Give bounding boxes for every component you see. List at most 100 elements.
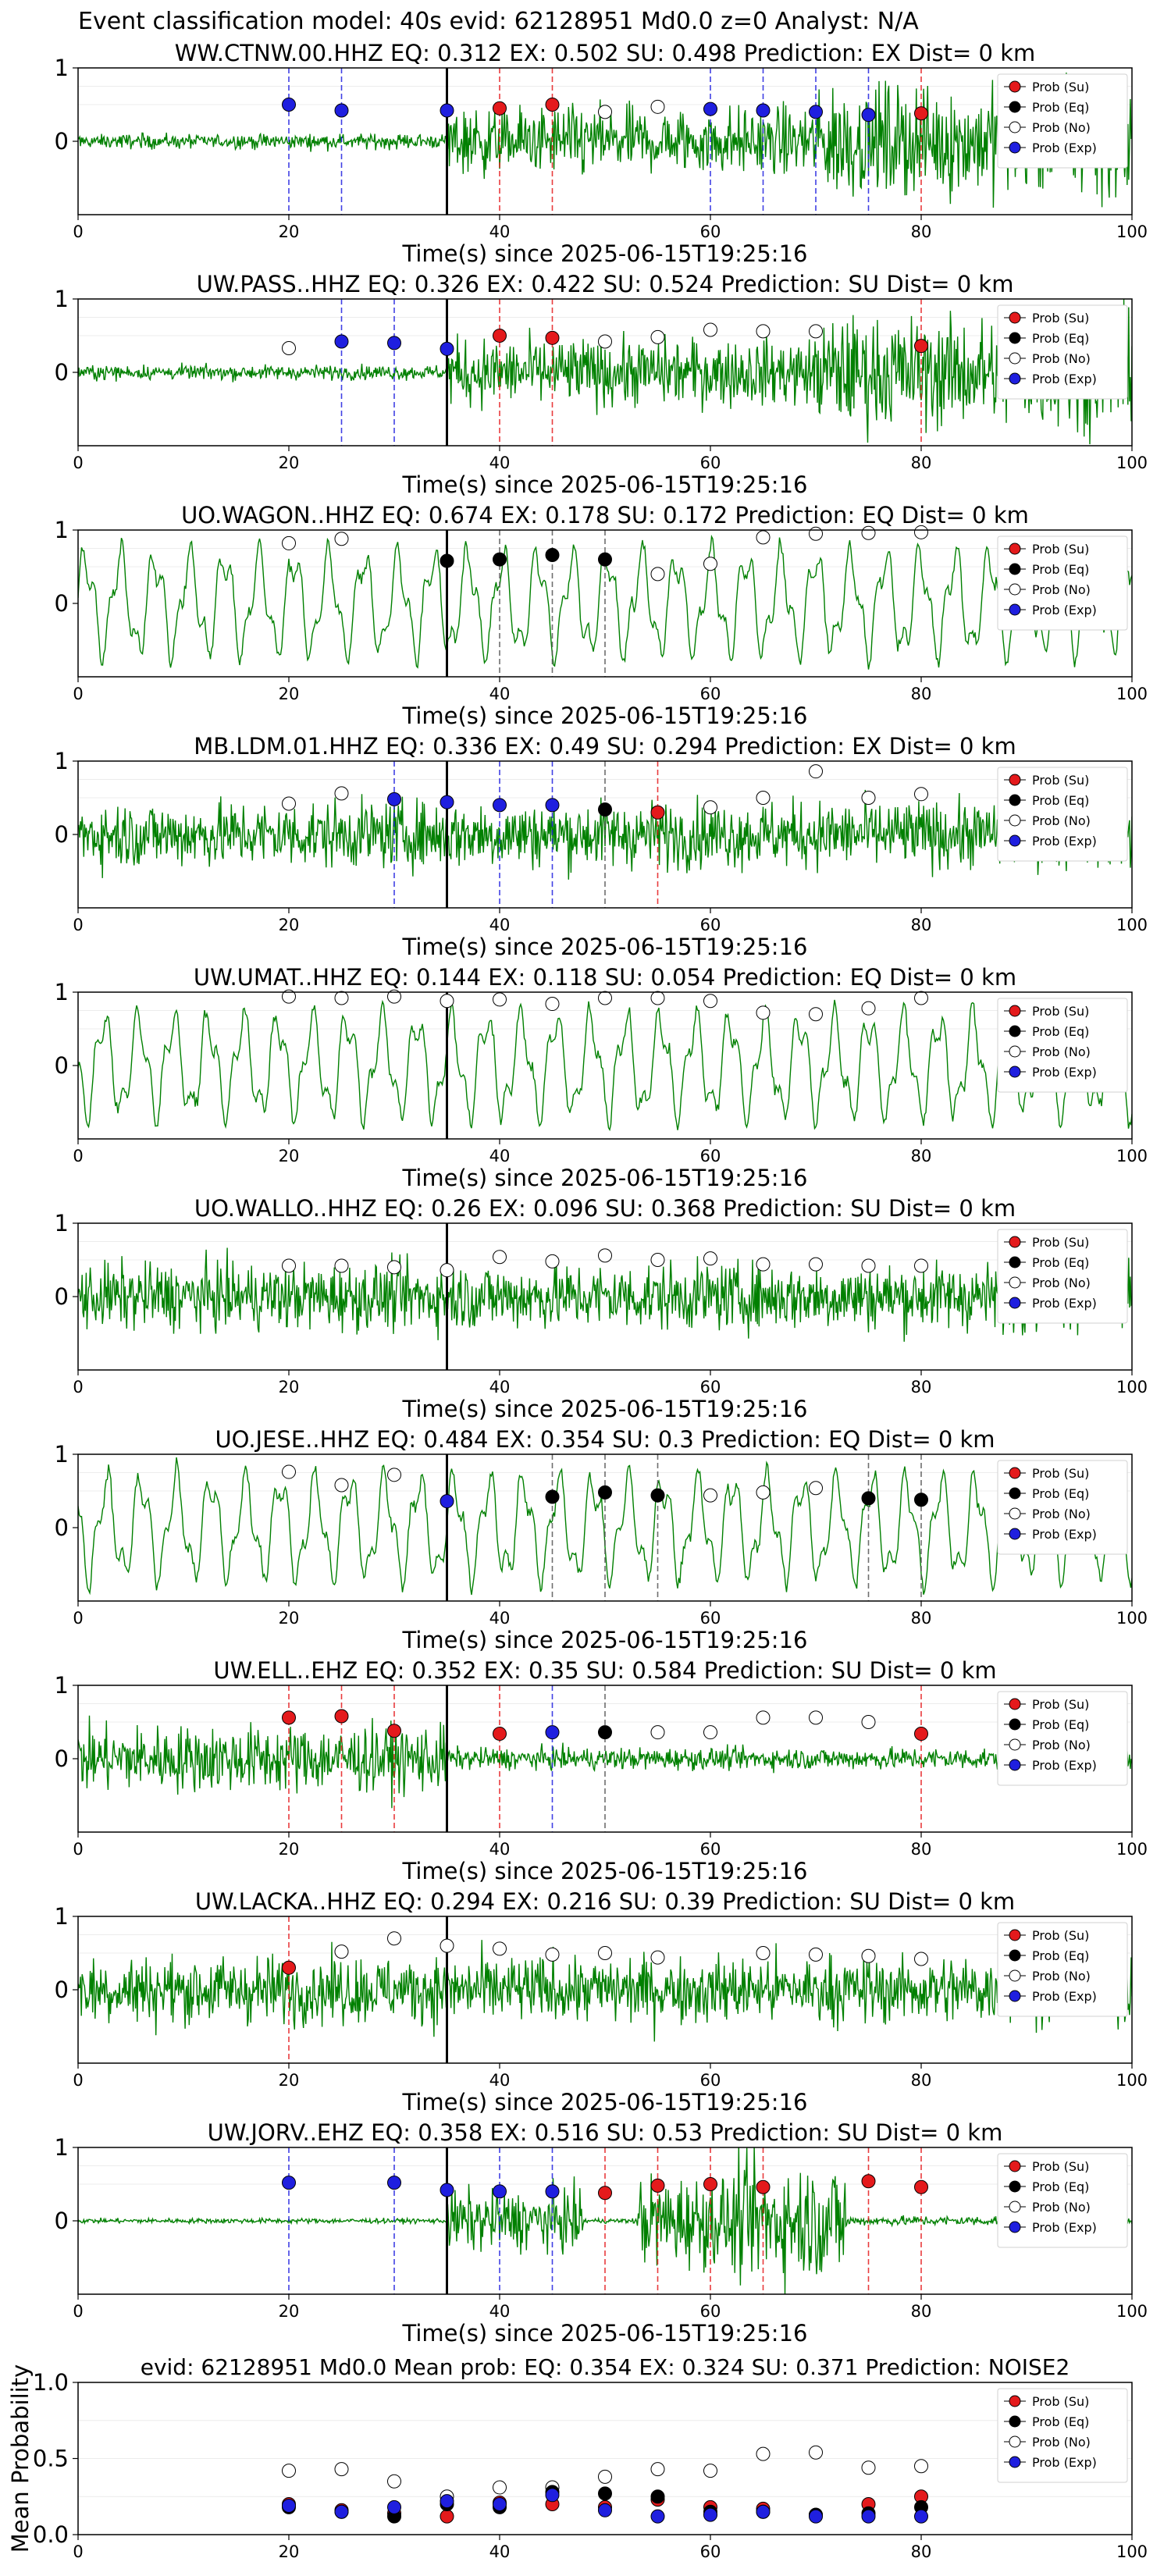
prob-point-su — [650, 2178, 665, 2193]
prob-point-no — [493, 1941, 507, 1956]
prob-point-no — [282, 1258, 296, 1273]
prob-point-su — [282, 1710, 296, 1725]
mean-prob-point-exp — [334, 2504, 349, 2519]
legend-marker — [1009, 311, 1021, 324]
y-tick-label: 1 — [55, 2134, 69, 2161]
prob-point-no — [387, 1931, 401, 1946]
mean-prob-point-su — [440, 2509, 454, 2524]
legend-label: Prob (Su) — [1032, 1235, 1089, 1250]
x-tick-label: 40 — [489, 222, 511, 241]
mean-prob-point-no — [650, 2462, 665, 2477]
x-tick-label: 40 — [489, 1840, 511, 1859]
prob-point-no — [387, 1468, 401, 1482]
y-tick-label: 1 — [55, 286, 69, 312]
x-axis-label: Time(s) since 2025-06-15T19:25:16 — [402, 703, 808, 729]
prob-point-no — [703, 1725, 717, 1740]
prob-point-exp — [282, 98, 296, 112]
x-tick-label: 100 — [1116, 2542, 1148, 2561]
legend-label: Prob (Eq) — [1032, 100, 1089, 115]
legend-label: Prob (No) — [1032, 120, 1091, 135]
legend-label: Prob (No) — [1032, 1044, 1091, 1059]
legend-marker — [1009, 101, 1021, 113]
y-tick-label: 1 — [55, 1441, 69, 1468]
x-tick-label: 100 — [1116, 454, 1148, 472]
legend-label: Prob (Su) — [1032, 773, 1089, 788]
x-tick-label: 80 — [911, 685, 932, 703]
legend-marker — [1009, 1025, 1021, 1037]
mean-prob-point-exp — [703, 2507, 717, 2522]
legend-label: Prob (Su) — [1032, 311, 1089, 326]
x-tick-label: 60 — [700, 685, 721, 703]
prob-point-exp — [545, 2184, 560, 2199]
prob-point-exp — [861, 108, 876, 123]
x-tick-label: 80 — [911, 2542, 932, 2561]
prob-point-no — [282, 989, 296, 1004]
prob-point-no — [282, 796, 296, 811]
y-tick-label: 1 — [55, 1672, 69, 1699]
prob-point-su — [282, 1960, 296, 1975]
x-tick-label: 100 — [1116, 2071, 1148, 2090]
x-tick-label: 80 — [911, 1147, 932, 1165]
x-tick-label: 40 — [489, 916, 511, 934]
mean-prob-point-exp — [440, 2494, 454, 2509]
prob-point-no — [703, 1488, 717, 1503]
legend-label: Prob (Eq) — [1032, 793, 1089, 808]
legend-marker — [1009, 141, 1021, 154]
mean-prob-point-no — [282, 2464, 296, 2478]
prob-point-no — [861, 525, 876, 540]
legend-label: Prob (Exp) — [1032, 1296, 1097, 1311]
prob-point-su — [914, 2179, 928, 2194]
x-tick-label: 100 — [1116, 685, 1148, 703]
prob-point-no — [334, 532, 349, 546]
x-tick-label: 20 — [279, 1147, 300, 1165]
y-tick-label: 1 — [55, 748, 69, 774]
legend-marker — [1009, 1487, 1021, 1500]
x-tick-label: 80 — [911, 454, 932, 472]
prob-point-no — [598, 991, 612, 1005]
x-tick-label: 20 — [279, 454, 300, 472]
panel-title: UW.JORV..EHZ EQ: 0.358 EX: 0.516 SU: 0.5… — [208, 2119, 1003, 2146]
prob-point-no — [598, 1946, 612, 1960]
y-tick-label: 0 — [55, 1745, 69, 1772]
legend-marker — [1009, 2221, 1021, 2233]
station-panel: WW.CTNW.00.HHZ EQ: 0.312 EX: 0.502 SU: 0… — [55, 40, 1148, 267]
legend-marker — [1009, 1738, 1021, 1751]
legend-marker — [1009, 1276, 1021, 1289]
mean-prob-point-eq — [650, 2489, 665, 2504]
legend-marker — [1009, 1698, 1021, 1710]
prob-point-no — [809, 324, 823, 339]
prob-point-eq — [598, 552, 612, 567]
y-axis-label: Mean Probability — [7, 2364, 34, 2553]
prob-point-exp — [809, 105, 823, 119]
legend-box — [997, 73, 1128, 169]
prob-point-no — [809, 1007, 823, 1022]
x-tick-label: 60 — [700, 454, 721, 472]
prob-point-exp — [440, 2183, 454, 2197]
legend-marker — [1009, 583, 1021, 596]
x-axis-label: Time(s) since 2025-06-15T19:25:16 — [402, 934, 808, 960]
x-tick-label: 60 — [700, 2071, 721, 2090]
legend-marker — [1009, 1759, 1021, 1771]
legend-marker — [1009, 1507, 1021, 1520]
prob-point-su — [703, 2177, 717, 2191]
legend-marker — [1009, 1718, 1021, 1731]
x-tick-label: 80 — [911, 1378, 932, 1397]
panel-title: UW.ELL..EHZ EQ: 0.352 EX: 0.35 SU: 0.584… — [213, 1657, 996, 1684]
legend-marker — [1009, 1969, 1021, 1982]
mean-prob-point-exp — [650, 2509, 665, 2524]
station-panel: MB.LDM.01.HHZ EQ: 0.336 EX: 0.49 SU: 0.2… — [55, 733, 1148, 960]
station-panel: UO.WALLO..HHZ EQ: 0.26 EX: 0.096 SU: 0.3… — [55, 1195, 1148, 1422]
prob-point-no — [861, 1258, 876, 1273]
station-panel: UW.UMAT..HHZ EQ: 0.144 EX: 0.118 SU: 0.0… — [55, 964, 1148, 1191]
legend-marker — [1009, 1005, 1021, 1017]
legend-marker — [1009, 1467, 1021, 1479]
prob-point-su — [914, 106, 928, 121]
mean-prob-point-no — [387, 2474, 401, 2489]
legend-label: Prob (No) — [1032, 351, 1091, 366]
x-tick-label: 0 — [73, 2542, 83, 2561]
legend-label: Prob (Exp) — [1032, 1527, 1097, 1542]
prob-point-no — [334, 1478, 349, 1493]
y-tick-label: 1 — [55, 55, 69, 81]
legend-label: Prob (Su) — [1032, 542, 1089, 557]
prob-point-exp — [493, 2184, 507, 2199]
